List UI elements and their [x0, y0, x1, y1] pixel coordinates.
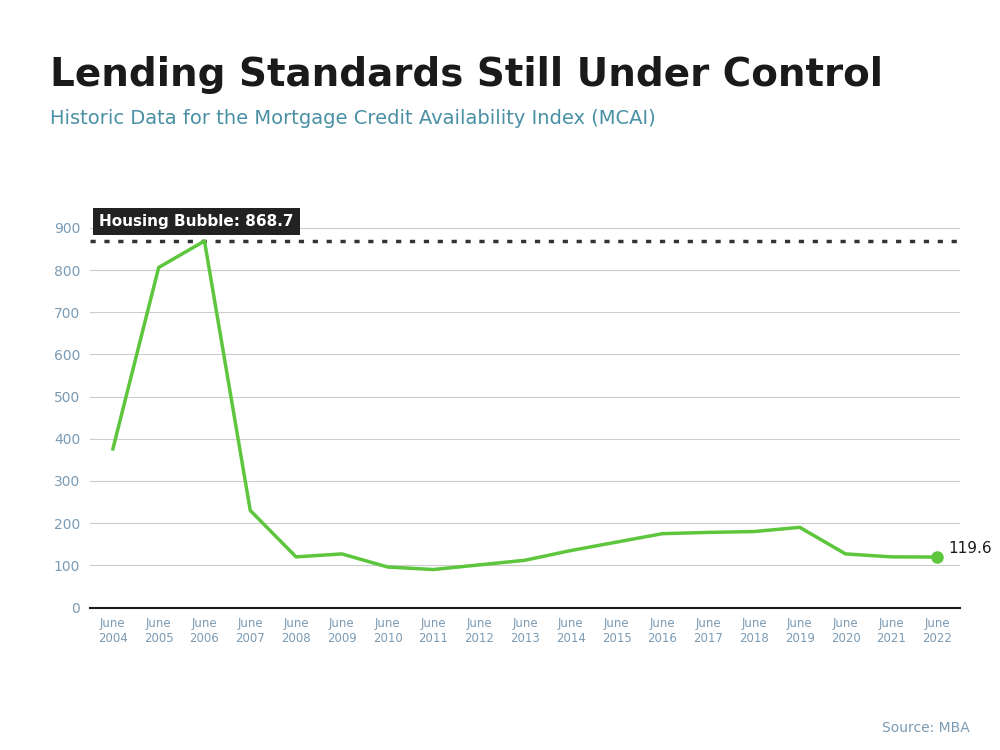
Text: Source: MBA: Source: MBA — [882, 721, 970, 735]
Text: Housing Bubble: 868.7: Housing Bubble: 868.7 — [99, 214, 294, 230]
Text: 119.6: 119.6 — [949, 541, 992, 556]
Text: Historic Data for the Mortgage Credit Availability Index (MCAI): Historic Data for the Mortgage Credit Av… — [50, 109, 656, 128]
Text: Lending Standards Still Under Control: Lending Standards Still Under Control — [50, 56, 883, 94]
